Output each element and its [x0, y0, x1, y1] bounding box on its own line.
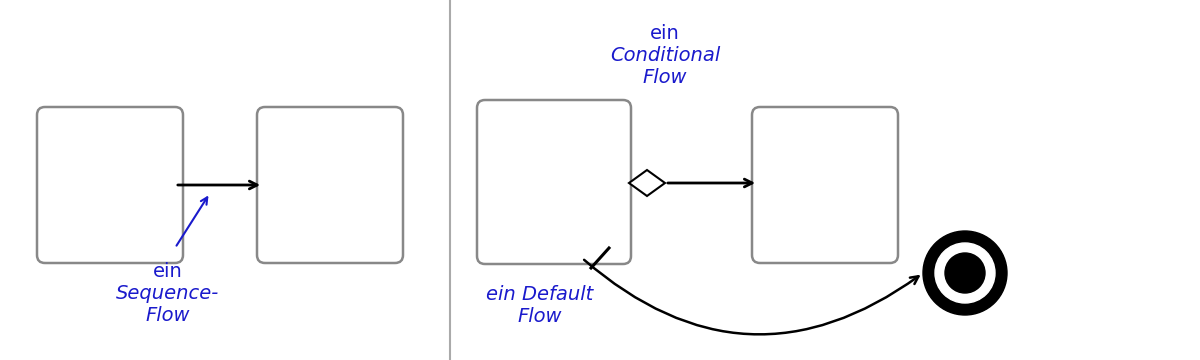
Bar [450, 0, 1200, 360]
Circle shape [935, 243, 995, 303]
FancyBboxPatch shape [752, 107, 898, 263]
FancyBboxPatch shape [478, 100, 631, 264]
Text: ein: ein [650, 24, 680, 43]
FancyBboxPatch shape [37, 107, 182, 263]
FancyBboxPatch shape [257, 107, 403, 263]
Text: Sequence-: Sequence- [116, 284, 220, 303]
Text: Flow: Flow [517, 307, 563, 326]
Circle shape [946, 253, 985, 293]
Text: Conditional: Conditional [610, 46, 720, 65]
Text: ein Default: ein Default [486, 285, 594, 304]
Text: Flow: Flow [145, 306, 191, 325]
Bar [0, 0, 450, 360]
Text: ein: ein [154, 262, 182, 281]
Text: Flow: Flow [643, 68, 688, 87]
Polygon shape [629, 170, 665, 196]
Circle shape [923, 231, 1007, 315]
